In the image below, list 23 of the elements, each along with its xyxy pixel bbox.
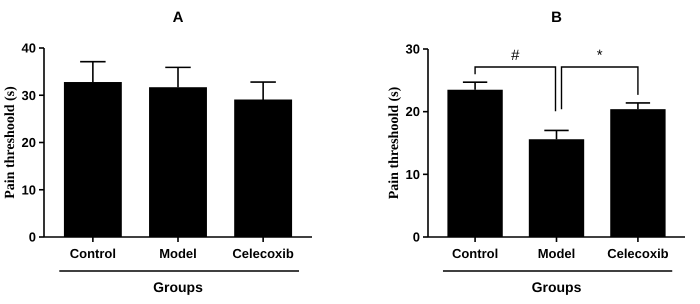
y-tick-label: 20 bbox=[406, 104, 420, 120]
y-tick-label: 0 bbox=[28, 230, 36, 245]
y-axis-title: Pain threshoold (s) bbox=[3, 86, 18, 199]
x-tick-label: Model bbox=[538, 246, 576, 261]
x-tick-label: Control bbox=[452, 246, 498, 261]
y-tick-label: 0 bbox=[412, 230, 420, 245]
y-tick-label: 30 bbox=[22, 88, 36, 103]
annotation: * bbox=[596, 47, 603, 64]
y-tick-label: 20 bbox=[22, 135, 36, 150]
y-tick-label: 10 bbox=[22, 182, 36, 198]
y-tick-label: 40 bbox=[22, 40, 36, 56]
x-tick-label: Model bbox=[159, 246, 197, 261]
x-axis-title: Groups bbox=[153, 279, 204, 295]
x-tick-label: Celecoxib bbox=[232, 246, 294, 261]
chart-title: B bbox=[551, 9, 562, 26]
y-tick-label: 10 bbox=[406, 166, 420, 182]
y-axis-title: Pain threshoold (s) bbox=[387, 86, 402, 200]
y-tick-label: 30 bbox=[406, 42, 420, 57]
x-axis-title: Groups bbox=[532, 279, 582, 295]
x-tick-label: Celecoxib bbox=[607, 246, 669, 261]
x-tick-label: Control bbox=[70, 246, 116, 261]
chart-title: A bbox=[172, 9, 184, 26]
annotation: # bbox=[511, 47, 520, 64]
